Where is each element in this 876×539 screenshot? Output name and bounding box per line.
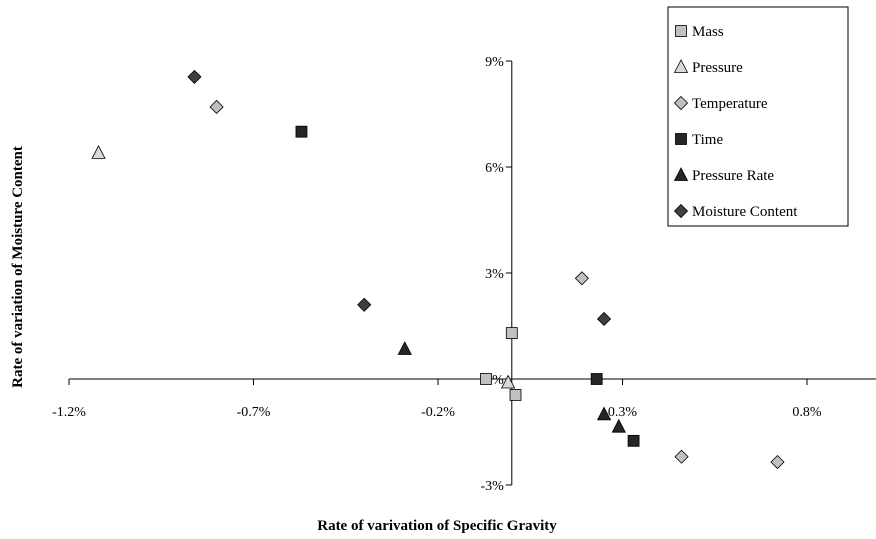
legend-box [667, 6, 849, 227]
temperature-point [574, 271, 589, 286]
pressure-point [500, 374, 516, 389]
legend: Mass Pressure Temperature Time Pressure Rate… [667, 6, 849, 227]
temperature-point [770, 454, 785, 470]
y-tick-label: -3% [480, 479, 504, 494]
legend-label: Time [692, 132, 723, 148]
legend-marker-pressure [673, 59, 689, 73]
y-tick-label: 6% [485, 161, 504, 176]
legend-label: Pressure Rate [692, 168, 774, 184]
pressure-rate-point [397, 341, 412, 355]
x-tick-label: -0.2% [421, 405, 455, 420]
legend-label: Pressure [692, 60, 743, 76]
time-point [295, 125, 308, 138]
time-point [627, 434, 640, 447]
legend-marker-time [675, 133, 687, 145]
y-axis-title: Rate of variation of Moisture Content [10, 146, 26, 388]
x-axis-title: Rate of varivation of Specific Gravity [317, 518, 557, 534]
temperature-point [674, 449, 689, 464]
x-tick-label: -1.2% [52, 405, 86, 420]
pressure-rate-point [611, 418, 626, 433]
data-points [91, 69, 785, 470]
mass-point [509, 388, 522, 401]
legend-marker-pressure-rate [673, 167, 689, 181]
mass-point [480, 373, 492, 385]
y-tick-label: 9% [485, 55, 504, 70]
x-tick-label: -0.7% [237, 405, 271, 420]
y-tick-label: 3% [485, 267, 504, 282]
legend-label: Temperature [692, 96, 768, 112]
legend-marker-temperature [673, 95, 689, 111]
legend-label: Moisture Content [692, 204, 798, 220]
pressure-rate-point [596, 406, 612, 421]
pressure-point [91, 145, 106, 159]
legend-marker-mass [675, 25, 687, 37]
x-tick-label: 0.8% [792, 405, 822, 420]
legend-label: Mass [692, 24, 724, 40]
mass-point [505, 327, 518, 339]
x-tick-label: 0.3% [608, 405, 638, 420]
y-axis-ticks: -3%0%3%6%9% [480, 55, 512, 494]
moisture-content-point [357, 297, 372, 312]
x-axis-ticks: -1.2% -0.7% -0.2% 0.3% 0.8% [52, 379, 822, 420]
moisture-content-point [187, 69, 202, 84]
temperature-point [209, 99, 224, 115]
time-point [590, 373, 603, 385]
moisture-content-point [596, 311, 612, 327]
legend-marker-moisture-content [673, 203, 689, 219]
